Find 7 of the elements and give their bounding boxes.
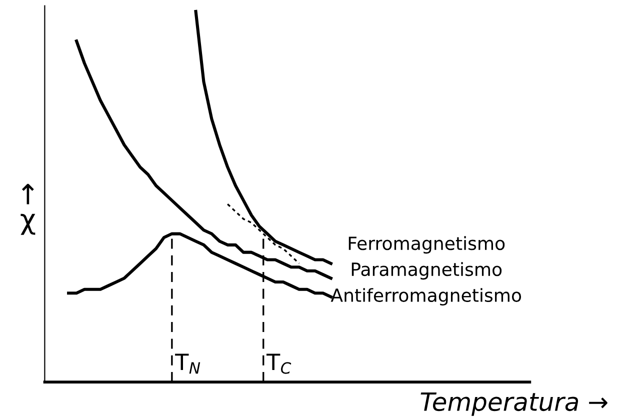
annotation: T$_{N}$ (175, 354, 200, 374)
y-axis-title: ↑ χ (20, 184, 36, 235)
x-axis-title: Temperatura → (420, 392, 608, 416)
annotation: T$_{C}$ (266, 354, 292, 374)
series-label: Antiferromagnetismo (330, 288, 522, 306)
series-label: Paramagnetismo (352, 262, 502, 280)
series-label: Ferromagnetismo (348, 236, 505, 254)
